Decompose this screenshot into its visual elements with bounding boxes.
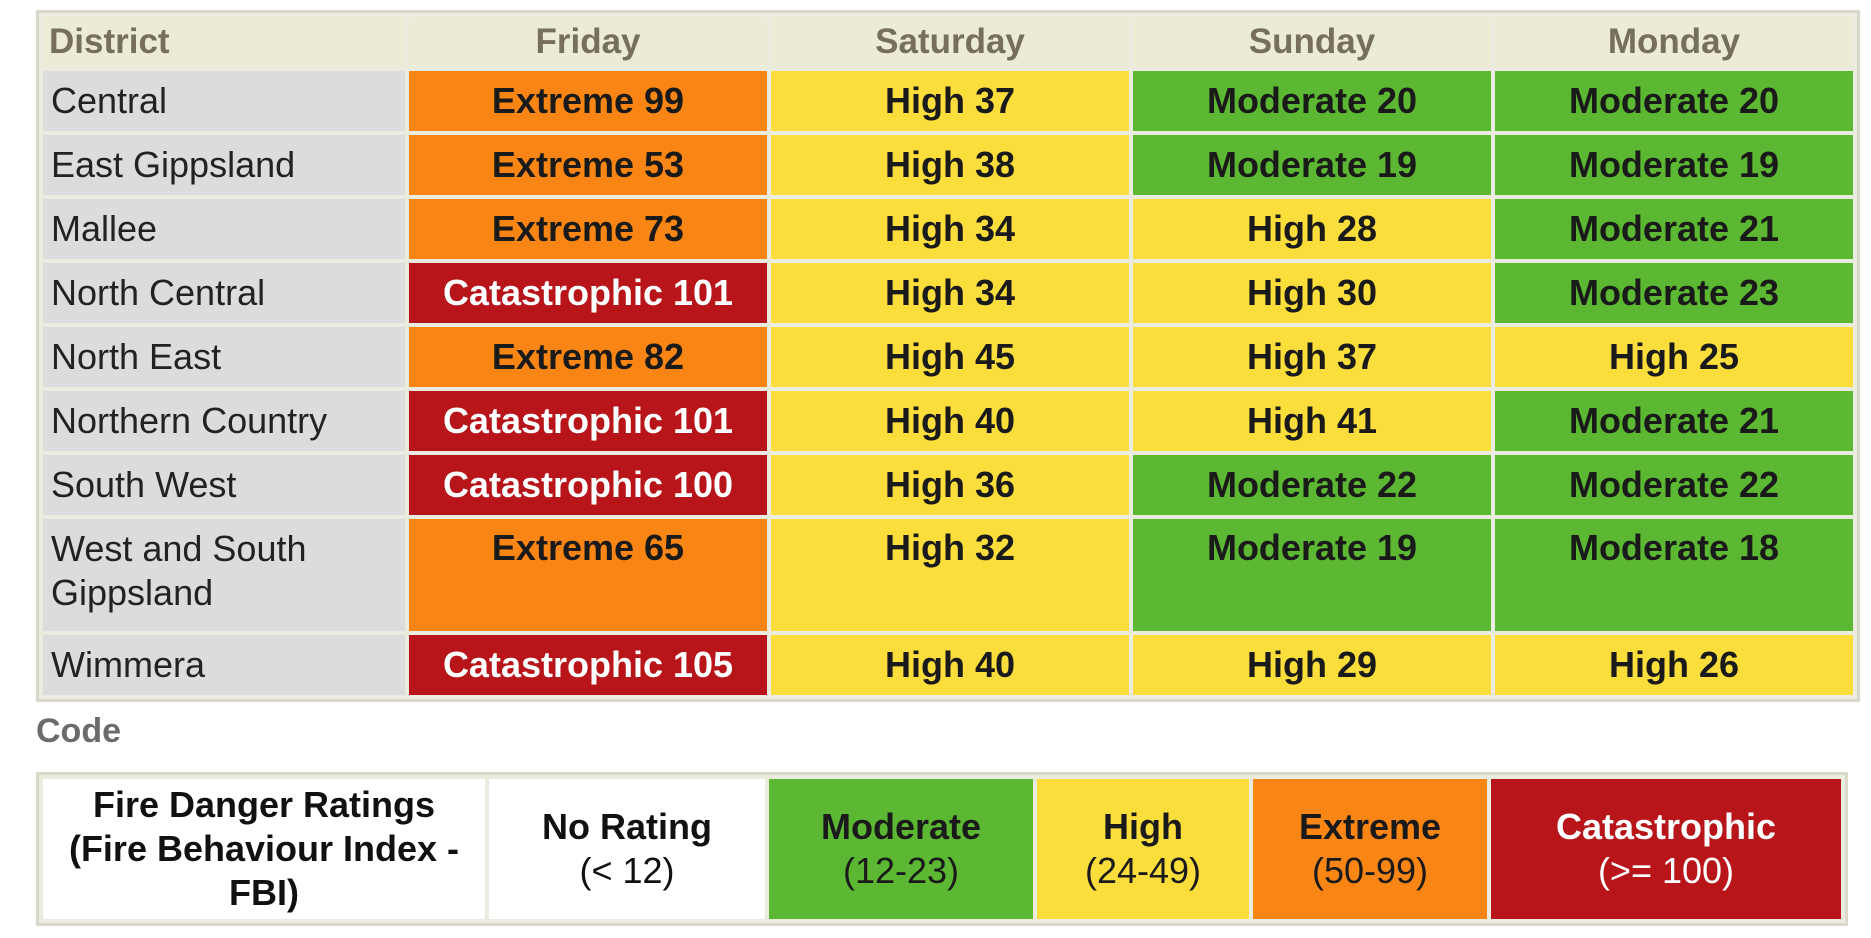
rating-cell: High 32 [771, 519, 1129, 631]
fire-danger-table: District Friday Saturday Sunday Monday C… [36, 10, 1860, 702]
rating-cell: Moderate 23 [1495, 263, 1853, 323]
legend-label-line3: FBI) [229, 872, 299, 913]
legend-label-line2: (Fire Behaviour Index - [68, 828, 460, 869]
rating-cell: High 41 [1133, 391, 1491, 451]
legend-extreme-name: Extreme [1298, 806, 1442, 847]
header-saturday: Saturday [771, 17, 1129, 67]
table-row: West and South Gippsland Extreme 65 High 3… [43, 519, 1853, 631]
district-cell: Mallee [43, 199, 405, 259]
rating-cell: Moderate 21 [1495, 391, 1853, 451]
legend-no-rating-range: (< 12) [579, 850, 675, 891]
legend-label-cell: Fire Danger Ratings (Fire Behaviour Inde… [43, 779, 485, 919]
rating-cell: High 34 [771, 263, 1129, 323]
rating-cell: High 28 [1133, 199, 1491, 259]
table-row: North East Extreme 82 High 45 High 37 High 2… [43, 327, 1853, 387]
rating-cell: Moderate 18 [1495, 519, 1853, 631]
legend-extreme: Extreme (50-99) [1253, 779, 1487, 919]
rating-cell: Catastrophic 100 [409, 455, 767, 515]
district-cell: East Gippsland [43, 135, 405, 195]
rating-cell: Catastrophic 105 [409, 635, 767, 695]
rating-cell: Moderate 22 [1133, 455, 1491, 515]
table-row: North Central Catastrophic 101 High 34 High… [43, 263, 1853, 323]
legend-high: High (24-49) [1037, 779, 1249, 919]
legend-moderate-range: (12-23) [842, 850, 960, 891]
rating-cell: Moderate 20 [1495, 71, 1853, 131]
district-cell: Northern Country [43, 391, 405, 451]
rating-cell: Extreme 53 [409, 135, 767, 195]
rating-cell: Extreme 65 [409, 519, 767, 631]
rating-cell: High 26 [1495, 635, 1853, 695]
rating-cell: Moderate 22 [1495, 455, 1853, 515]
legend-moderate: Moderate (12-23) [769, 779, 1033, 919]
rating-cell: Extreme 99 [409, 71, 767, 131]
header-district: District [43, 17, 405, 67]
rating-cell: High 45 [771, 327, 1129, 387]
rating-cell: High 38 [771, 135, 1129, 195]
rating-cell: High 34 [771, 199, 1129, 259]
header-monday: Monday [1495, 17, 1853, 67]
legend-title: Code [36, 712, 121, 750]
legend-no-rating: No Rating (< 12) [489, 779, 765, 919]
legend-label-line1: Fire Danger Ratings [92, 784, 436, 825]
table-row: East Gippsland Extreme 53 High 38 Moderate … [43, 135, 1853, 195]
rating-cell: High 40 [771, 391, 1129, 451]
table-row: Central Extreme 99 High 37 Moderate 20 Moder… [43, 71, 1853, 131]
header-friday: Friday [409, 17, 767, 67]
rating-cell: High 37 [771, 71, 1129, 131]
district-cell: South West [43, 455, 405, 515]
rating-cell: High 30 [1133, 263, 1491, 323]
legend-catastrophic-name: Catastrophic [1555, 806, 1777, 847]
table-row: Mallee Extreme 73 High 34 High 28 Moderate 2… [43, 199, 1853, 259]
rating-cell: Moderate 21 [1495, 199, 1853, 259]
rating-cell: Extreme 73 [409, 199, 767, 259]
rating-cell: Moderate 20 [1133, 71, 1491, 131]
rating-cell: High 40 [771, 635, 1129, 695]
table-row: Northern Country Catastrophic 101 High 40 H… [43, 391, 1853, 451]
header-sunday: Sunday [1133, 17, 1491, 67]
rating-cell: Catastrophic 101 [409, 391, 767, 451]
legend-no-rating-name: No Rating [542, 806, 712, 847]
rating-cell: Extreme 82 [409, 327, 767, 387]
legend-catastrophic-range: (>= 100) [1597, 850, 1735, 891]
rating-cell: Moderate 19 [1133, 519, 1491, 631]
rating-cell: High 29 [1133, 635, 1491, 695]
district-cell: West and South Gippsland [43, 519, 405, 631]
rating-cell: Catastrophic 101 [409, 263, 767, 323]
rating-cell: High 36 [771, 455, 1129, 515]
district-cell: North Central [43, 263, 405, 323]
rating-cell: Moderate 19 [1133, 135, 1491, 195]
district-cell: Wimmera [43, 635, 405, 695]
table-row: Wimmera Catastrophic 105 High 40 High 29 Hig… [43, 635, 1853, 695]
legend-moderate-name: Moderate [820, 806, 982, 847]
fire-danger-table-container: District Friday Saturday Sunday Monday C… [36, 10, 1860, 702]
legend-high-name: High [1103, 806, 1183, 847]
district-cell: Central [43, 71, 405, 131]
rating-cell: High 37 [1133, 327, 1491, 387]
table-row: South West Catastrophic 100 High 36 Moderat… [43, 455, 1853, 515]
rating-cell: Moderate 19 [1495, 135, 1853, 195]
district-cell: North East [43, 327, 405, 387]
table-header-row: District Friday Saturday Sunday Monday [43, 17, 1853, 67]
legend-catastrophic: Catastrophic (>= 100) [1491, 779, 1841, 919]
rating-cell: High 25 [1495, 327, 1853, 387]
legend-extreme-range: (50-99) [1311, 850, 1429, 891]
legend-high-range: (24-49) [1084, 850, 1202, 891]
fire-danger-legend: Fire Danger Ratings (Fire Behaviour Inde… [36, 772, 1848, 926]
